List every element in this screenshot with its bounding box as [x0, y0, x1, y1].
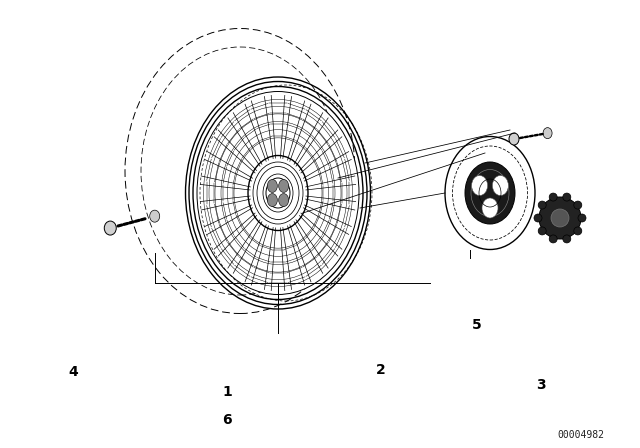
Ellipse shape	[445, 137, 535, 250]
Ellipse shape	[268, 180, 277, 193]
Ellipse shape	[509, 133, 519, 145]
Ellipse shape	[551, 209, 569, 227]
Ellipse shape	[465, 162, 515, 224]
Ellipse shape	[578, 214, 586, 222]
Ellipse shape	[563, 193, 571, 201]
Text: 3: 3	[536, 378, 546, 392]
Ellipse shape	[534, 214, 542, 222]
Ellipse shape	[574, 201, 582, 209]
Text: 1: 1	[222, 385, 232, 399]
Ellipse shape	[266, 178, 290, 208]
Ellipse shape	[248, 155, 308, 231]
Ellipse shape	[278, 194, 289, 207]
Ellipse shape	[538, 201, 546, 209]
Ellipse shape	[472, 176, 488, 195]
Ellipse shape	[549, 193, 557, 201]
Text: 4: 4	[68, 365, 79, 379]
Ellipse shape	[492, 176, 508, 195]
Ellipse shape	[539, 197, 581, 239]
Ellipse shape	[104, 221, 116, 235]
Ellipse shape	[563, 235, 571, 243]
Text: 00004982: 00004982	[558, 430, 605, 440]
Ellipse shape	[574, 227, 582, 235]
Ellipse shape	[482, 198, 498, 218]
Ellipse shape	[549, 235, 557, 243]
Ellipse shape	[543, 128, 552, 138]
Ellipse shape	[197, 91, 359, 294]
Ellipse shape	[538, 227, 546, 235]
Text: 2: 2	[376, 362, 386, 377]
Ellipse shape	[150, 210, 160, 222]
Ellipse shape	[268, 194, 277, 207]
Text: 6: 6	[222, 413, 232, 427]
Ellipse shape	[278, 180, 289, 193]
Text: 5: 5	[472, 318, 482, 332]
